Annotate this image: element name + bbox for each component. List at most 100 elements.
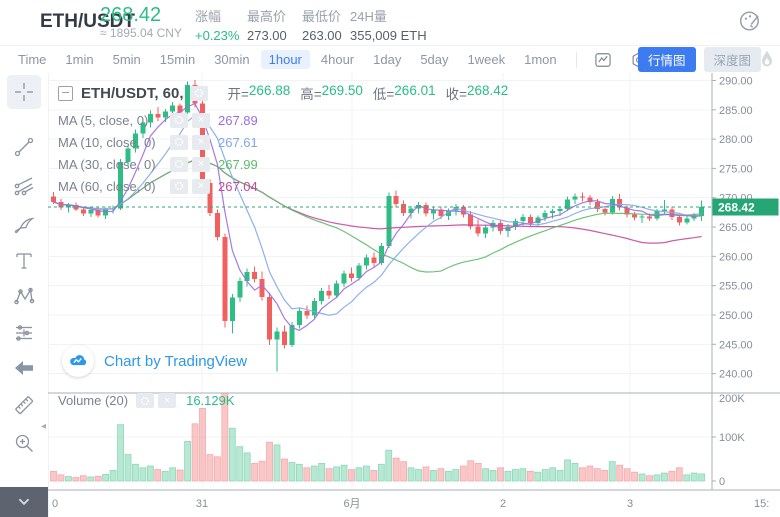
brush-tool[interactable] xyxy=(7,207,41,241)
candle-body xyxy=(349,273,354,279)
period-5min[interactable]: 5min xyxy=(112,52,141,67)
candle-body xyxy=(177,105,183,113)
ma-settings-icon[interactable] xyxy=(170,134,188,150)
volume-bar xyxy=(400,461,408,482)
view-button-0[interactable]: 行情图 xyxy=(638,47,696,72)
candle-body xyxy=(624,207,630,215)
indicators-icon[interactable] xyxy=(591,49,615,71)
time-axis[interactable]: 0 31 6月 2 3 15: xyxy=(52,498,769,510)
ma-legend-2: MA (30, close, 0) × 267.99 xyxy=(58,155,258,173)
pane-collapse-icon[interactable]: ◂ xyxy=(41,421,47,432)
candle-body xyxy=(602,208,608,213)
ma-close-icon[interactable]: × xyxy=(158,393,177,408)
volume-bar xyxy=(698,473,706,482)
svg-text:245.00: 245.00 xyxy=(719,339,753,351)
period-30min[interactable]: 30min xyxy=(214,52,250,67)
volume-bar xyxy=(385,449,393,482)
ma-close-icon[interactable]: × xyxy=(192,112,210,128)
series-legend: ETH/USDT, 60, 开= 266.88 高= 269.50 低= 266.01 收=… xyxy=(58,83,508,103)
period-4hour[interactable]: 4hour xyxy=(320,52,355,67)
candle-body xyxy=(676,217,682,223)
candle-body xyxy=(334,283,340,296)
svg-text:0: 0 xyxy=(52,498,58,510)
volume-bar xyxy=(519,468,527,482)
series-settings-icon[interactable] xyxy=(189,85,208,101)
ma-label: MA (60, close, 0) xyxy=(58,178,156,194)
candle-body xyxy=(498,222,503,232)
candlestick-chart[interactable]: 290.00285.00280.00275.00270.00265.00260.… xyxy=(48,73,780,517)
ma-close-icon[interactable]: × xyxy=(192,134,210,150)
svg-text:275.00: 275.00 xyxy=(719,163,753,175)
candle-body xyxy=(684,218,690,223)
pitchfork-tool[interactable] xyxy=(7,169,41,203)
candle-body xyxy=(475,226,481,234)
volume-bar xyxy=(161,470,169,482)
ohlc-label: 收= xyxy=(445,87,467,102)
tradingview-attribution[interactable]: Chart by TradingView xyxy=(62,345,247,377)
volume-bar xyxy=(616,464,624,482)
volume-bar xyxy=(675,467,683,482)
series-title: ETH/USDT, 60, xyxy=(81,84,184,102)
volume-bar xyxy=(139,467,147,482)
volume-bar xyxy=(646,475,653,482)
period-1mon[interactable]: 1mon xyxy=(524,52,557,67)
palette-icon[interactable] xyxy=(736,7,764,35)
collapse-pane-icon[interactable] xyxy=(58,85,73,101)
ma-label: MA (30, close, 0) xyxy=(58,156,156,172)
candle-body xyxy=(51,196,56,202)
ma-legend-0: MA (5, close, 0) × 267.89 xyxy=(58,111,258,129)
ruler-tool[interactable] xyxy=(7,388,41,422)
svg-text:260.00: 260.00 xyxy=(719,251,753,263)
candle-body xyxy=(267,296,273,340)
period-5day[interactable]: 5day xyxy=(420,52,449,67)
flame-icon[interactable] xyxy=(756,48,778,75)
candle-body xyxy=(170,105,176,112)
volume-bar xyxy=(251,462,259,482)
volume-bar xyxy=(362,465,370,482)
trend-line-tool[interactable] xyxy=(7,130,41,164)
price-axis[interactable]: 290.00285.00280.00275.00270.00265.00260.… xyxy=(712,76,753,489)
zoom-in-tool[interactable] xyxy=(7,426,41,460)
period-1day[interactable]: 1day xyxy=(373,52,402,67)
candle-body xyxy=(65,204,71,208)
position-tool[interactable] xyxy=(7,316,41,350)
pattern-tool[interactable] xyxy=(7,279,41,313)
period-1hour[interactable]: 1hour xyxy=(260,50,310,69)
volume-bar xyxy=(638,473,646,482)
ma-close-icon[interactable]: × xyxy=(192,156,210,172)
volume-bar xyxy=(355,467,363,482)
ohlc-value: 269.50 xyxy=(321,83,363,98)
period-1min[interactable]: 1min xyxy=(65,52,94,67)
candle-body xyxy=(438,209,444,216)
candle-body xyxy=(512,221,518,228)
period-Time[interactable]: Time xyxy=(18,52,47,67)
volume-bar xyxy=(109,470,117,482)
ma-settings-icon[interactable] xyxy=(170,156,188,172)
candle-body xyxy=(632,214,638,218)
crosshair-tool[interactable] xyxy=(7,75,41,109)
collapse-toolbar[interactable] xyxy=(0,487,48,517)
candle-body xyxy=(244,272,250,281)
candle-body xyxy=(557,208,563,212)
svg-text:290.00: 290.00 xyxy=(719,76,753,88)
period-15min[interactable]: 15min xyxy=(159,52,196,67)
volume-bar xyxy=(281,458,288,482)
ma-line-30 xyxy=(53,159,702,273)
back-arrow[interactable] xyxy=(7,351,41,385)
candle-body xyxy=(594,201,600,209)
ma-settings-icon[interactable] xyxy=(170,112,188,128)
svg-text:268.42: 268.42 xyxy=(718,201,755,215)
volume-bar xyxy=(541,469,549,482)
volume-bar xyxy=(57,474,65,482)
volume-bar xyxy=(586,465,594,482)
text-tool[interactable] xyxy=(7,244,41,278)
ma-settings-icon[interactable] xyxy=(170,178,188,194)
volume-bar xyxy=(430,470,437,482)
volume-bar xyxy=(191,423,199,482)
period-1week[interactable]: 1week xyxy=(467,52,506,67)
svg-text:3: 3 xyxy=(627,498,633,510)
ma-settings-icon[interactable] xyxy=(136,393,155,408)
volume-bar xyxy=(601,470,609,482)
view-button-1[interactable]: 深度图 xyxy=(703,47,762,72)
ma-close-icon[interactable]: × xyxy=(192,178,210,194)
